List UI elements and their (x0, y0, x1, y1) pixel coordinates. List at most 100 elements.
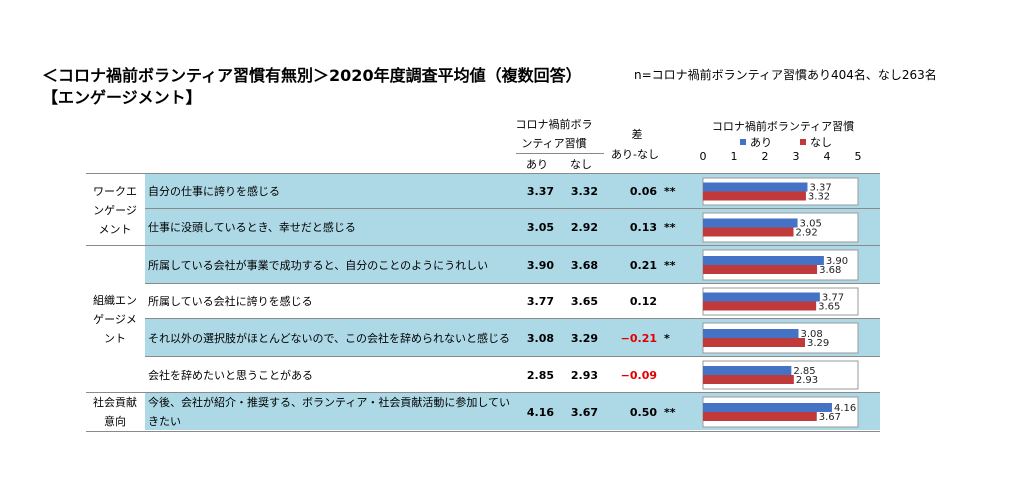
bar-nashi (703, 265, 818, 274)
significance-mark: * (664, 331, 670, 345)
significance-mark: ** (664, 185, 676, 198)
header-diff-line1: 差 (631, 128, 643, 141)
row-item-label: 今後、会社が紹介・推奨する、ボランティア・社会貢献活動に参加していきたい (148, 396, 511, 428)
value-nashi: 3.65 (570, 295, 598, 308)
value-nashi: 3.32 (570, 185, 598, 198)
bar-data-label: 3.90 (826, 256, 848, 267)
x-tick-label: 2 (762, 150, 769, 163)
bar-ari (703, 292, 820, 302)
table-rule (145, 283, 880, 284)
header-underline (516, 153, 604, 154)
category-label-line: ント (104, 332, 126, 345)
header-ari: あり (526, 158, 548, 171)
category-label-line: メント (98, 222, 132, 236)
x-tick-label: 0 (700, 150, 707, 163)
bar-data-label: 3.65 (818, 302, 840, 313)
header-habit-line1: コロナ禍前ボラ (515, 118, 593, 131)
table-rule (86, 431, 880, 432)
bar-ari (703, 256, 824, 265)
table-rule (86, 245, 880, 246)
bar-ari (703, 403, 832, 412)
value-nashi: 2.93 (570, 368, 598, 382)
category-label: ワークエンゲージメント (86, 182, 144, 239)
value-ari: 2.85 (526, 368, 554, 382)
bar-nashi (703, 412, 817, 421)
legend-swatch (800, 139, 806, 145)
significance-mark: ** (664, 258, 676, 272)
legend-swatch (740, 139, 746, 145)
bar-nashi (703, 338, 805, 347)
bar-nashi (703, 227, 794, 237)
significance-mark: ** (664, 221, 676, 234)
category-label: 組織エンゲージメント (86, 291, 144, 348)
category-label-line: ワークエ (93, 184, 137, 198)
bar-ari (703, 329, 799, 338)
value-diff: −0.09 (620, 368, 657, 382)
table-rule (86, 173, 880, 174)
significance-mark: ** (664, 405, 676, 419)
value-ari: 3.08 (526, 331, 554, 345)
category-label-line: 組織エン (93, 294, 137, 307)
table-rule (86, 392, 880, 393)
value-nashi: 3.68 (570, 258, 598, 272)
sample-size-note: n=コロナ禍前ボランティア習慣あり404名、なし263名 (634, 68, 937, 82)
bar-ari (703, 366, 792, 375)
value-ari: 3.05 (526, 221, 554, 234)
bar-nashi (703, 375, 794, 384)
x-tick-label: 5 (855, 150, 862, 163)
x-tick-label: 3 (793, 150, 800, 163)
value-ari: 4.16 (526, 405, 554, 419)
bar-data-label: 3.67 (819, 412, 841, 423)
bar-data-label: 3.08 (800, 329, 822, 340)
bar-data-label: 3.37 (809, 183, 831, 194)
table-rule (145, 208, 880, 209)
header-nashi: なし (570, 158, 592, 171)
bar-nashi (703, 301, 817, 311)
bar-data-label: 3.29 (807, 338, 829, 349)
value-diff: 0.21 (629, 258, 657, 272)
bar-ari (703, 218, 798, 228)
category-label: 社会貢献 意向 (86, 393, 144, 431)
chart-title: コロナ禍前ボランティア習慣 (712, 119, 854, 133)
value-nashi: 3.67 (570, 405, 598, 419)
header-diff-line2: あり-なし (611, 148, 659, 161)
row-item-label: 自分の仕事に誇りを感じる (148, 185, 280, 198)
row-item-label: 所属している会社が事業で成功すると、自分のことのようにうれしい (148, 258, 489, 272)
bar-data-label: 2.93 (796, 375, 818, 386)
bar-ari (703, 182, 808, 192)
value-nashi: 2.92 (570, 221, 598, 234)
bar-data-label: 3.77 (822, 293, 844, 304)
page-title: ＜コロナ禍前ボランティア習慣有無別＞2020年度調査平均値（複数回答） (42, 66, 582, 85)
value-diff: −0.21 (620, 331, 657, 345)
bar-data-label: 3.32 (808, 192, 830, 203)
table-rule (145, 356, 880, 357)
row-item-label: 所属している会社に誇りを感じる (148, 295, 313, 308)
value-diff: 0.13 (629, 221, 657, 234)
legend-label: なし (810, 136, 832, 149)
bar-nashi (703, 191, 806, 201)
category-label-line: 意向 (104, 415, 126, 428)
row-item-label: 会社を辞めたいと思うことがある (148, 368, 313, 382)
bar-data-label: 2.85 (793, 366, 815, 377)
row-item-label: 仕事に没頭しているとき、幸せだと感じる (148, 221, 356, 234)
legend-label: あり (750, 136, 772, 149)
table-rule (145, 318, 880, 319)
value-diff: 0.50 (629, 405, 657, 419)
x-tick-label: 1 (731, 150, 738, 163)
header-habit-line2: ンティア習慣 (521, 137, 587, 150)
bar-data-label: 3.05 (800, 219, 822, 230)
row-item-label: それ以外の選択肢がほとんどないので、この会社を辞められないと感じる (148, 331, 511, 345)
x-tick-label: 4 (824, 150, 831, 163)
bar-data-label: 3.68 (819, 265, 841, 276)
value-diff: 0.12 (629, 295, 657, 308)
value-diff: 0.06 (629, 185, 657, 198)
section-subtitle: 【エンゲージメント】 (42, 88, 202, 107)
value-ari: 3.37 (526, 185, 554, 198)
bar-data-label: 4.16 (834, 403, 856, 414)
category-label-line: ゲージメ (93, 313, 137, 326)
value-ari: 3.90 (526, 258, 554, 272)
value-nashi: 3.29 (570, 331, 598, 345)
category-label-line: 社会貢献 (93, 396, 137, 409)
category-label-line: ンゲージ (93, 203, 137, 217)
